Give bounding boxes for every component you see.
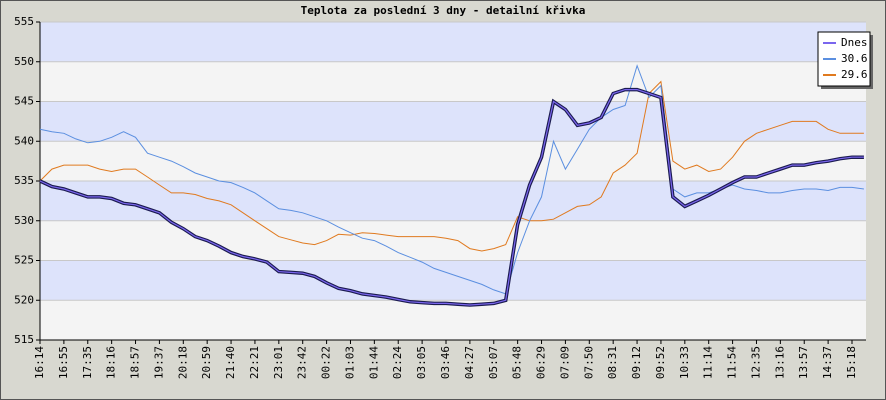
y-tick-label: 515 <box>14 333 34 346</box>
x-tick-label: 09:12 <box>630 346 643 379</box>
x-tick-label: 17:35 <box>81 346 94 379</box>
x-tick-label: 15:18 <box>845 346 858 379</box>
y-tick-label: 550 <box>14 55 34 68</box>
grid-band <box>40 22 866 62</box>
x-tick-label: 13:57 <box>797 346 810 379</box>
x-tick-label: 12:35 <box>749 346 762 379</box>
chart-title: Teplota za poslední 3 dny - detailní kři… <box>301 4 586 17</box>
grid-band <box>40 220 866 261</box>
x-tick-label: 01:44 <box>367 346 380 379</box>
legend-label: 29.6 <box>841 68 868 81</box>
y-tick-label: 520 <box>14 293 34 306</box>
grid-band <box>40 101 866 142</box>
x-tick-label: 20:59 <box>200 346 213 379</box>
x-tick-label: 18:16 <box>105 346 118 379</box>
x-tick-label: 11:14 <box>702 346 715 379</box>
x-tick-label: 07:09 <box>558 346 571 379</box>
x-tick-label: 05:48 <box>511 346 524 379</box>
x-tick-label: 14:37 <box>821 346 834 379</box>
y-tick-label: 555 <box>14 15 34 28</box>
y-tick-label: 540 <box>14 134 34 147</box>
x-tick-label: 19:37 <box>152 346 165 379</box>
x-tick-label: 02:24 <box>391 346 404 379</box>
x-tick-label: 16:55 <box>57 346 70 379</box>
x-tick-label: 04:27 <box>463 346 476 379</box>
x-tick-label: 10:33 <box>678 346 691 379</box>
x-tick-label: 23:42 <box>296 346 309 379</box>
series-line <box>39 89 864 306</box>
x-tick-label: 20:18 <box>176 346 189 379</box>
x-tick-label: 03:46 <box>439 346 452 379</box>
series-line <box>39 80 864 252</box>
x-tick-label: 00:22 <box>320 346 333 379</box>
y-tick-label: 530 <box>14 214 34 227</box>
x-tick-label: 22:21 <box>248 346 261 379</box>
y-tick-label: 525 <box>14 254 34 267</box>
grid-band <box>40 181 866 221</box>
grid-band <box>40 61 866 102</box>
legend-label: Dnes <box>841 36 868 49</box>
grid-band <box>40 300 866 340</box>
x-tick-label: 18:57 <box>129 346 142 379</box>
x-tick-label: 16:14 <box>33 346 46 379</box>
x-tick-label: 09:52 <box>654 346 667 379</box>
legend-label: 30.6 <box>841 52 868 65</box>
y-tick-label: 545 <box>14 95 34 108</box>
x-tick-label: 06:29 <box>535 346 548 379</box>
grid-band <box>40 260 866 301</box>
x-tick-label: 05:07 <box>487 346 500 379</box>
x-tick-label: 11:54 <box>726 346 739 379</box>
x-tick-label: 07:50 <box>582 346 595 379</box>
x-tick-label: 08:31 <box>606 346 619 379</box>
y-tick-label: 535 <box>14 174 34 187</box>
x-tick-label: 21:40 <box>224 346 237 379</box>
x-tick-label: 13:16 <box>773 346 786 379</box>
grid-band <box>40 141 866 181</box>
x-tick-label: 23:01 <box>272 346 285 379</box>
x-tick-label: 03:05 <box>415 346 428 379</box>
x-tick-label: 01:03 <box>343 346 356 379</box>
